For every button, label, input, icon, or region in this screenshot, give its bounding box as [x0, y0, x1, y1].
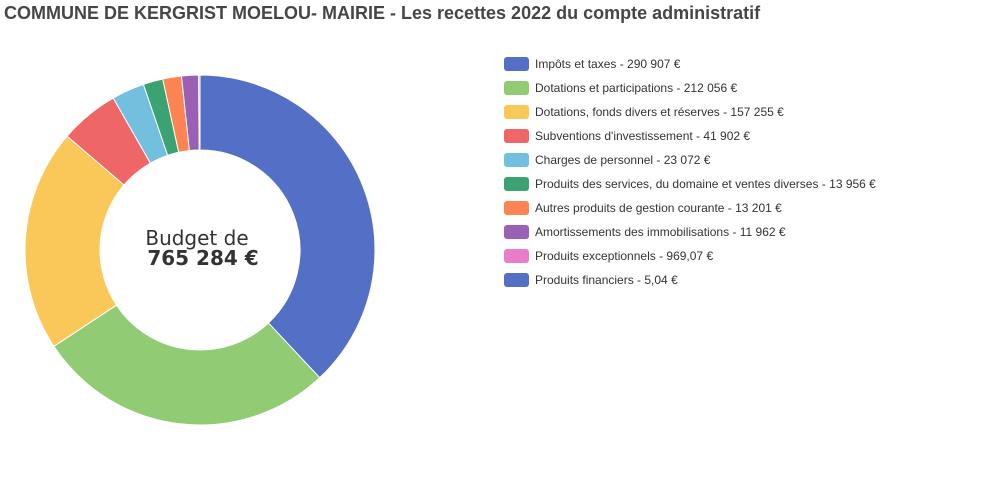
- legend-item-10[interactable]: Produits financiers - 5,04 €: [504, 268, 876, 292]
- donut-slices: [24, 74, 376, 426]
- legend-swatch: [504, 225, 529, 239]
- legend-item-6[interactable]: Produits des services, du domaine et ven…: [504, 172, 876, 196]
- donut-chart: Budget de 765 284 €: [24, 74, 376, 426]
- legend-swatch: [504, 129, 529, 143]
- legend-swatch: [504, 273, 529, 287]
- legend-label: Produits exceptionnels - 969,07 €: [535, 249, 714, 263]
- page-title: COMMUNE DE KERGRIST MOELOU- MAIRIE - Les…: [4, 3, 761, 23]
- legend-label: Impôts et taxes - 290 907 €: [535, 57, 681, 71]
- legend-item-5[interactable]: Charges de personnel - 23 072 €: [504, 148, 876, 172]
- donut-slice-2[interactable]: [53, 304, 321, 426]
- legend-label: Dotations et participations - 212 056 €: [535, 81, 738, 95]
- center-label-line1: Budget de: [145, 226, 248, 250]
- legend-swatch: [504, 81, 529, 95]
- legend-label: Autres produits de gestion courante - 13…: [535, 201, 782, 215]
- legend-label: Dotations, fonds divers et réserves - 15…: [535, 105, 784, 119]
- legend-swatch: [504, 249, 529, 263]
- legend-swatch: [504, 153, 529, 167]
- legend-item-8[interactable]: Amortissements des immobilisations - 11 …: [504, 220, 876, 244]
- legend-swatch: [504, 105, 529, 119]
- legend-item-7[interactable]: Autres produits de gestion courante - 13…: [504, 196, 876, 220]
- legend-swatch: [504, 57, 529, 71]
- center-total-value: 765 284 €: [147, 246, 258, 270]
- legend-swatch: [504, 201, 529, 215]
- legend-item-3[interactable]: Dotations, fonds divers et réserves - 15…: [504, 100, 876, 124]
- legend-label: Produits financiers - 5,04 €: [535, 273, 678, 287]
- legend-item-9[interactable]: Produits exceptionnels - 969,07 €: [504, 244, 876, 268]
- legend-label: Amortissements des immobilisations - 11 …: [535, 225, 786, 239]
- legend-label: Produits des services, du domaine et ven…: [535, 177, 876, 191]
- legend-swatch: [504, 177, 529, 191]
- chart-legend: Impôts et taxes - 290 907 € Dotations et …: [504, 52, 876, 292]
- legend-item-4[interactable]: Subventions d'investissement - 41 902 €: [504, 124, 876, 148]
- legend-label: Charges de personnel - 23 072 €: [535, 153, 711, 167]
- legend-label: Subventions d'investissement - 41 902 €: [535, 129, 751, 143]
- legend-item-1[interactable]: Impôts et taxes - 290 907 €: [504, 52, 876, 76]
- legend-item-2[interactable]: Dotations et participations - 212 056 €: [504, 76, 876, 100]
- donut-slice-1[interactable]: [199, 74, 376, 379]
- donut-slice-3[interactable]: [24, 135, 125, 348]
